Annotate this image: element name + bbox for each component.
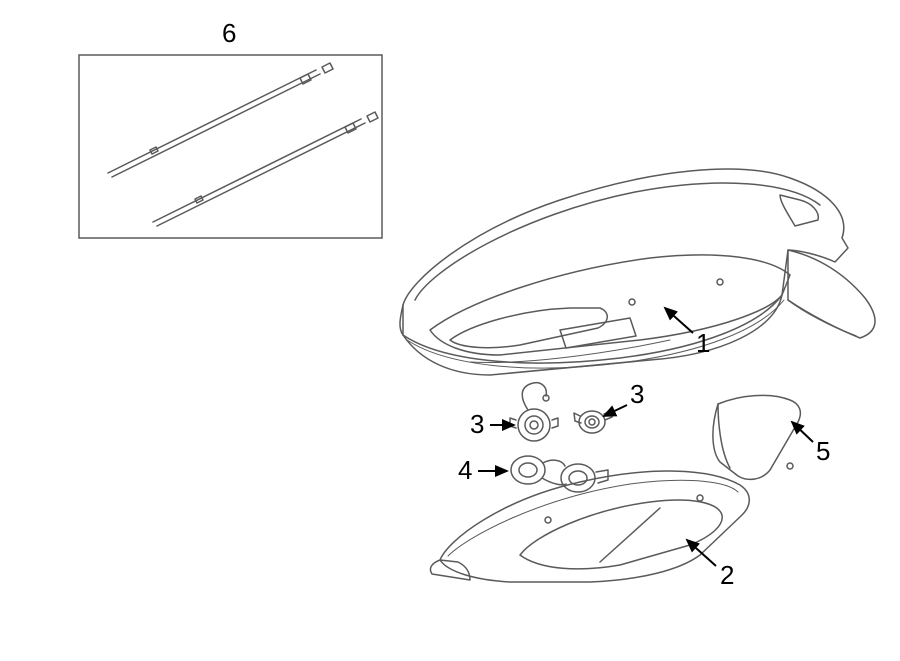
part-3-lamp-socket-right [574,410,612,433]
part-5-rear-cover [713,395,800,479]
callout-label-3a: 3 [470,409,484,439]
part-3-lamp-socket-left [510,383,558,441]
parts-diagram: 6 1 2 3 3 4 5 [0,0,900,661]
callout-label-6: 6 [222,18,236,48]
callout-label-5: 5 [816,436,830,466]
callout-label-4: 4 [458,455,472,485]
callout-label-1: 1 [696,328,710,358]
inset-box [79,55,382,238]
callouts: 6 1 2 3 3 4 5 [222,18,830,590]
part-6-support-rods [108,63,378,226]
callout-label-3b: 3 [630,379,644,409]
part-1-console-body [400,169,875,375]
callout-label-2: 2 [720,560,734,590]
